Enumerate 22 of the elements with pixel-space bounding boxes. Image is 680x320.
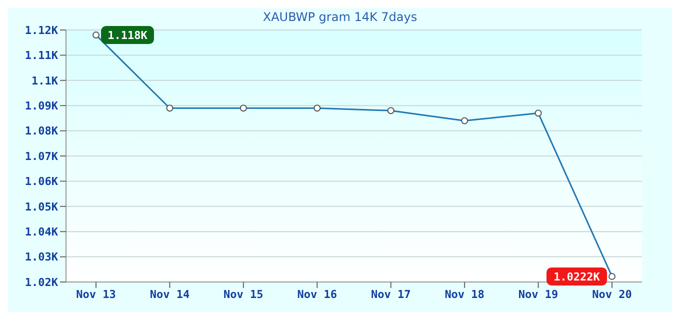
- x-tick-label: Nov 18: [444, 288, 484, 301]
- x-tick-label: Nov 20: [592, 288, 632, 301]
- x-tick-label: Nov 16: [297, 288, 338, 301]
- y-tick-label: 1.06K: [24, 175, 58, 188]
- y-tick-label: 1.11K: [24, 49, 58, 62]
- y-tick-label: 1.12K: [24, 24, 58, 37]
- y-tick-label: 1.04K: [24, 226, 58, 239]
- data-label: 1.0222K: [554, 270, 600, 284]
- x-tick-label: Nov 15: [224, 288, 264, 301]
- x-tick-label: Nov 19: [518, 288, 558, 301]
- y-tick-label: 1.09K: [24, 100, 58, 113]
- x-tick-label: Nov 17: [370, 288, 411, 301]
- y-tick-label: 1.1K: [32, 74, 58, 88]
- y-tick-label: 1.05K: [24, 200, 58, 214]
- x-tick-label: Nov 13: [76, 288, 116, 301]
- y-tick-label: 1.03K: [24, 250, 58, 264]
- chart-title: XAUBWP gram 14K 7days: [262, 9, 418, 24]
- y-tick-label: 1.07K: [24, 150, 58, 163]
- y-tick-label: 1.08K: [24, 124, 58, 138]
- y-tick-label: 1.02K: [24, 276, 58, 289]
- data-label: 1.118K: [108, 29, 148, 42]
- x-tick-label: Nov 14: [150, 288, 190, 301]
